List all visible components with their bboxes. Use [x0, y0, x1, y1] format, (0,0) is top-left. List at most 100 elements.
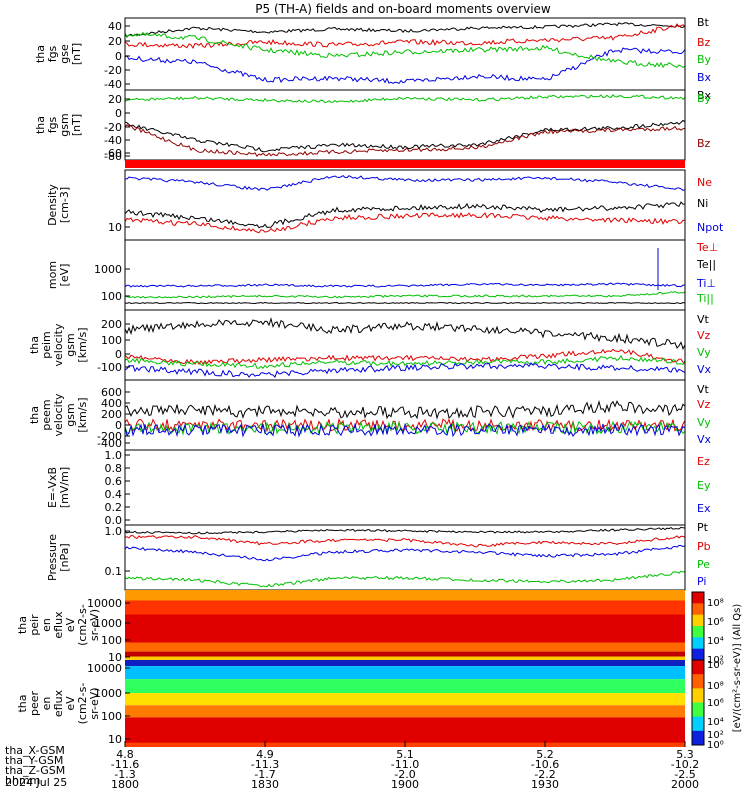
series-line [124, 348, 686, 366]
legend-entry-Vz: Vz [697, 398, 711, 411]
series-line [124, 211, 686, 234]
y-axis-label: sr-eV) [88, 687, 101, 719]
colorbar-segment [692, 730, 704, 746]
panel-density: 10 Density [cm-3] Ne Ni Npot [46, 169, 724, 241]
y-axis-label: gsm [58, 113, 71, 136]
legend-entry-Pi: Pi [697, 575, 706, 588]
legend-entry-Vx: Vx [697, 363, 712, 376]
legend-entry-Vx: Vx [697, 433, 712, 446]
colorbar-tick-label: 10⁴ [707, 717, 724, 728]
x-row-label: tha_Y-GSM [5, 754, 63, 767]
spectrogram-band [125, 705, 685, 718]
y-tick-label: 100 [101, 710, 122, 723]
y-tick-label: 0 [115, 50, 122, 63]
y-axis-label: [nPa] [58, 543, 71, 571]
y-axis-label: sr-eV) [88, 609, 101, 641]
x-row-label: tha_X-GSM [5, 744, 65, 757]
y-tick-label: 10 [108, 651, 122, 664]
legend-entry-Bz: Bz [697, 137, 711, 150]
series-line [124, 362, 686, 379]
series-line [124, 282, 685, 288]
y-tick-label: 20 [108, 93, 122, 106]
spectrogram-band [125, 656, 685, 660]
colorbar-segment [692, 702, 704, 718]
y-axis-label: (cm2-s- [76, 604, 89, 646]
y-axis-label: [km/s] [76, 397, 89, 432]
colorbar-tick-label: 10² [707, 655, 724, 666]
y-axis-label: (cm2-s- [76, 683, 89, 725]
y-axis-label: en [40, 697, 53, 711]
colorbar-segment [692, 637, 704, 650]
legend-entry-Vt: Vt [697, 383, 710, 396]
y-tick-label: -200 [97, 430, 122, 443]
legend-entry-Ey: Ey [697, 479, 711, 492]
colorbar: 10⁸10⁶10⁴10²10⁰10⁸10⁶10⁴10²10⁰[eV/(cm²-s… [691, 591, 743, 751]
y-tick-label: 0.8 [105, 462, 123, 475]
y-axis-label: eflux [52, 611, 65, 639]
spectrogram-band [125, 651, 685, 660]
colorbar-frame [691, 659, 705, 746]
legend-entry-By: By [697, 53, 712, 66]
x-tick-value: -2.5 [674, 768, 695, 781]
y-axis-label: eV [64, 617, 77, 632]
y-axis-label: tha [16, 694, 29, 712]
y-axis-label: fgs [46, 116, 59, 133]
spectrogram-band [125, 600, 685, 615]
y-tick-label: -80 [104, 150, 122, 163]
series-line [124, 354, 686, 369]
legend-entry-Te||: Te|| [696, 258, 716, 271]
colorbar-segment [692, 626, 704, 638]
legend-entry-Pb: Pb [697, 540, 711, 553]
legend-entry-Vy: Vy [697, 416, 711, 429]
y-tick-label: 600 [101, 386, 122, 399]
y-tick-label: 1000 [94, 617, 122, 630]
x-tick-value: -11.6 [111, 758, 139, 771]
x-tick-value: -2.0 [394, 768, 415, 781]
series-line [124, 291, 686, 299]
colorbar-segment [692, 688, 704, 703]
y-tick-label: 10000 [87, 597, 122, 610]
y-tick-label: -60 [104, 147, 122, 160]
y-tick-label: 1.0 [105, 449, 123, 462]
y-axis-label: mom [46, 261, 59, 289]
y-axis-label: Density [46, 184, 59, 226]
y-tick-label: 100 [101, 290, 122, 303]
y-axis-label: peim [40, 331, 53, 359]
legend-entry-Pe: Pe [697, 558, 710, 571]
series-line [124, 119, 686, 153]
colorbar-segment [692, 716, 704, 732]
legend-entry-Te⊥: Te⊥ [696, 241, 718, 254]
x-row-label: tha_Z-GSM [5, 764, 65, 777]
legend-entry-Vy: Vy [697, 346, 711, 359]
x-tick-top: 5.2 [536, 748, 554, 761]
y-tick-label: -40 [104, 134, 122, 147]
x-tick-value: -11.3 [251, 758, 279, 771]
series-line [124, 400, 686, 420]
y-tick-label: -20 [104, 121, 122, 134]
date-label: 2024 Jul 25 [5, 776, 67, 789]
y-axis-label: peem [40, 399, 53, 430]
y-tick-label: 0.2 [105, 501, 123, 514]
x-tick-value: 1930 [531, 778, 559, 791]
y-axis-label: eV [64, 696, 77, 711]
y-axis-label: [mV/m] [58, 467, 71, 508]
spectrogram-band [125, 660, 685, 667]
legend-entry-Ni: Ni [697, 197, 708, 210]
series-line [124, 174, 686, 191]
y-tick-label: 0.6 [105, 475, 123, 488]
y-tick-label: 0.0 [105, 514, 123, 527]
colorbar-segment [692, 660, 704, 675]
legend-entry-Bx: Bx [697, 89, 712, 102]
y-axis-label: [eV] [58, 264, 71, 287]
series-line [124, 31, 686, 69]
colorbar-segment [692, 592, 704, 604]
panel-frame [124, 239, 686, 311]
y-tick-label: 40 [108, 20, 122, 33]
y-axis-label: fgs [46, 45, 59, 62]
colorbar-tick-label: 10² [707, 730, 724, 741]
y-tick-label: 10 [108, 733, 122, 746]
legend-entry-By: By [697, 92, 712, 105]
